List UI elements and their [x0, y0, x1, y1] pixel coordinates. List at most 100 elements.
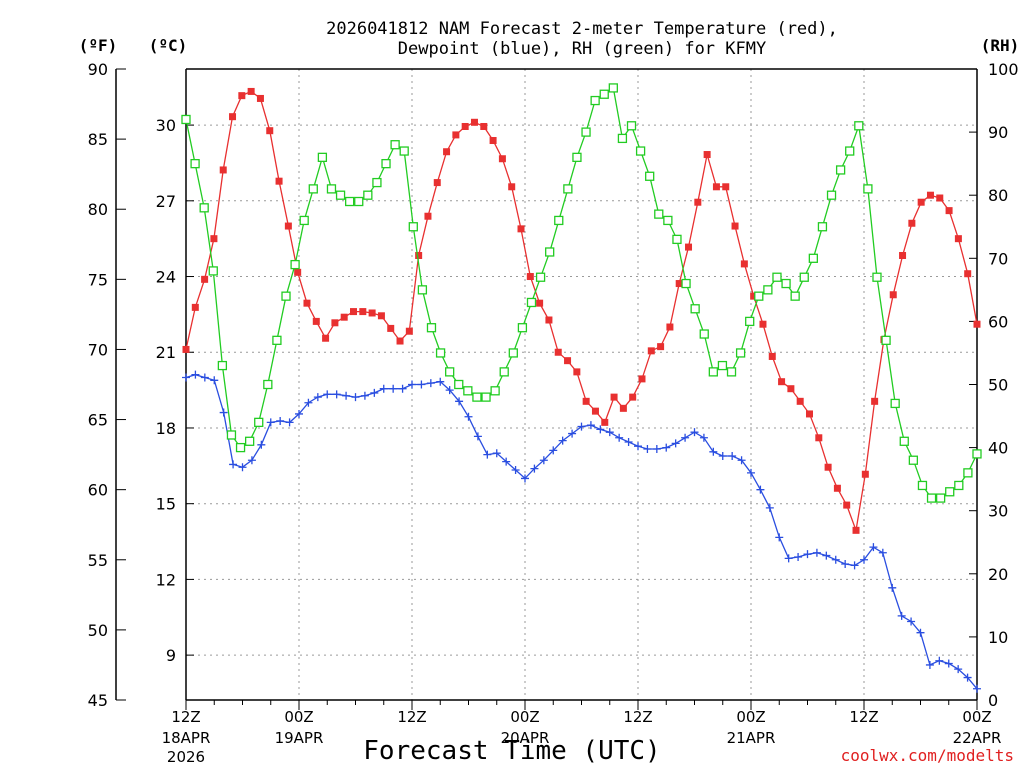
- rh-point-14: [308, 184, 318, 194]
- dewpoint-point-36: [521, 474, 529, 483]
- dewpoint-point-50: [652, 445, 661, 454]
- dewpoint-point-80: [935, 656, 944, 665]
- temperature-point-27: [433, 179, 441, 187]
- dewpoint-point-26: [426, 379, 435, 388]
- dewpoint-point-59: [737, 456, 746, 465]
- temperature-point-68: [815, 434, 823, 442]
- rh-point-62: [745, 316, 755, 327]
- rh-point-52: [654, 209, 664, 219]
- dewpoint-point-46: [615, 433, 624, 442]
- dewpoint-point-1: [191, 370, 200, 379]
- rh-point-0: [181, 114, 191, 125]
- temperature-point-69: [824, 463, 832, 471]
- rh-point-42: [563, 184, 573, 194]
- rh-point-78: [890, 398, 900, 409]
- rh-point-12: [290, 259, 300, 270]
- dewpoint-point-18: [351, 393, 360, 402]
- dewpoint-point-41: [568, 429, 577, 438]
- dewpoint-point-84: [973, 684, 981, 693]
- temperature-point-20: [368, 309, 376, 317]
- temperature-point-57: [712, 183, 720, 191]
- temperature-point-49: [638, 375, 646, 383]
- temperature-point-83: [954, 235, 962, 243]
- temperature-point-12: [294, 268, 302, 276]
- x-tick-label-60-date: 21APR: [727, 729, 776, 747]
- rh-point-13: [299, 215, 309, 226]
- rh-point-10: [272, 335, 282, 345]
- x-tick-label-84-time: 00Z: [962, 708, 991, 726]
- dewpoint-point-20: [370, 388, 379, 397]
- x-axis-label: Forecast Time (UTC): [363, 736, 660, 766]
- rh-point-17: [335, 190, 346, 200]
- rh-point-75: [863, 184, 873, 194]
- dewpoint-point-53: [681, 433, 690, 442]
- dewpoint-point-76: [897, 611, 906, 620]
- dewpoint-point-25: [417, 380, 426, 389]
- dewpoint-point-51: [662, 443, 671, 452]
- x-tick-label-36-date: 20APR: [501, 729, 550, 747]
- dewpoint-point-73: [869, 543, 878, 552]
- f-tick-label-45: 45: [88, 691, 108, 710]
- rh-tick-label-50: 50: [988, 376, 1008, 395]
- x-tick-label-84-date: 22APR: [953, 729, 1002, 747]
- rh-point-86: [963, 468, 973, 478]
- temperature-point-67: [805, 410, 813, 418]
- rh-point-1: [190, 158, 200, 169]
- dewpoint-point-56: [709, 447, 718, 456]
- rh-point-61: [735, 348, 746, 358]
- temperature-point-84: [964, 270, 972, 278]
- temperature-point-24: [405, 327, 413, 335]
- temperature-point-41: [564, 357, 572, 365]
- x-tick-label-0-year: 2026: [167, 748, 205, 766]
- c-tick-label-30: 30: [156, 116, 176, 135]
- dewpoint-point-34: [502, 457, 511, 466]
- temperature-point-59: [731, 222, 739, 230]
- f-tick-label-60: 60: [88, 481, 108, 500]
- dewpoint-point-10: [276, 416, 285, 425]
- rh-point-33: [481, 392, 491, 402]
- dewpoint-point-9: [266, 418, 275, 427]
- dewpoint-point-54: [690, 428, 699, 437]
- rh-point-77: [881, 335, 891, 345]
- temperature-point-56: [703, 151, 711, 159]
- c-tick-label-24: 24: [156, 268, 176, 287]
- temperature-point-53: [675, 280, 683, 288]
- dewpoint-point-64: [784, 554, 793, 563]
- temperature-point-22: [387, 324, 395, 332]
- temperature-point-58: [722, 183, 730, 191]
- temperature-point-17: [340, 313, 348, 321]
- dewpoint-point-75: [888, 583, 897, 592]
- rh-point-28: [435, 348, 446, 358]
- temperature-point-32: [480, 122, 488, 130]
- temperature-point-62: [759, 320, 767, 328]
- rh-point-21: [372, 177, 382, 188]
- rh-point-27: [426, 323, 437, 333]
- temperature-point-29: [452, 131, 460, 139]
- rh-point-19: [354, 196, 364, 207]
- temperature-point-23: [396, 337, 404, 345]
- temperature-point-43: [582, 397, 590, 405]
- dewpoint-point-60: [747, 468, 755, 477]
- rh-point-66: [781, 278, 791, 289]
- temperature-point-42: [573, 368, 581, 376]
- dewpoint-point-37: [530, 464, 539, 473]
- dewpoint-point-66: [803, 550, 812, 559]
- dewpoint-point-4: [219, 408, 228, 417]
- temperature-point-18: [350, 308, 358, 316]
- temperature-point-25: [415, 251, 423, 259]
- dewpoint-point-68: [822, 551, 831, 560]
- rh-point-53: [663, 215, 673, 226]
- f-tick-label-55: 55: [88, 551, 108, 570]
- rh-point-63: [754, 291, 764, 301]
- rh-point-36: [508, 348, 518, 358]
- temperature-point-16: [331, 319, 339, 327]
- rh-series: [181, 83, 982, 503]
- rh-point-65: [772, 272, 782, 282]
- rh-point-34: [490, 386, 500, 396]
- temperature-point-30: [461, 122, 469, 130]
- rh-point-48: [617, 133, 628, 144]
- rh-point-74: [854, 121, 864, 131]
- rh-point-49: [626, 121, 637, 131]
- f-tick-label-75: 75: [88, 270, 108, 289]
